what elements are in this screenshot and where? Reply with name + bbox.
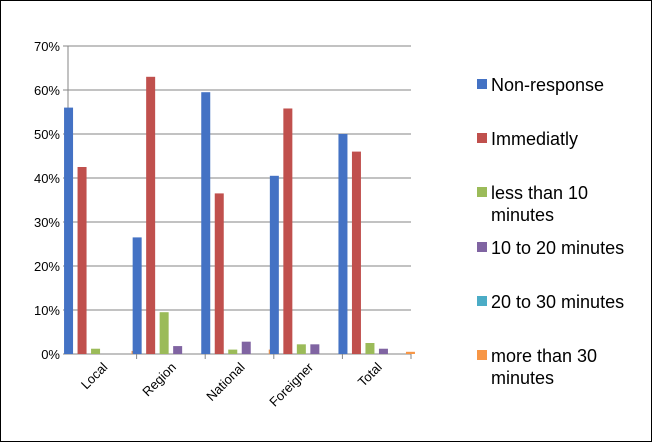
bar <box>159 312 169 354</box>
bar <box>296 344 306 354</box>
y-tick-label: 20% <box>34 259 60 274</box>
bar <box>378 348 388 354</box>
legend-swatch <box>477 350 487 360</box>
legend-swatch <box>477 133 487 143</box>
y-tick-label: 10% <box>34 303 60 318</box>
legend-swatch <box>477 79 487 89</box>
x-tick-label: Local <box>78 359 111 392</box>
legend-swatch <box>477 187 487 197</box>
y-tick-label: 50% <box>34 127 60 142</box>
legend-label: more than 30 minutes <box>491 346 598 388</box>
y-tick-label: 40% <box>34 171 60 186</box>
legend-swatch <box>477 296 487 306</box>
legend-entry: 10 to 20 minutes <box>477 237 647 259</box>
bar <box>241 341 251 354</box>
bar <box>64 107 74 354</box>
x-tick-label: Region <box>139 360 179 400</box>
bar <box>338 134 348 354</box>
legend-label: 10 to 20 minutes <box>491 238 625 258</box>
legend-entry: less than 10 minutes <box>477 182 647 226</box>
legend-entry: more than 30 minutes <box>477 345 647 389</box>
legend-entry: Non-response <box>477 74 647 96</box>
x-tick-label: Foreigner <box>266 359 316 409</box>
y-tick-label: 0% <box>41 347 60 362</box>
legend-swatch <box>477 242 487 252</box>
bar <box>269 175 279 354</box>
y-tick-label: 70% <box>34 39 60 54</box>
x-tick-label: Total <box>355 359 385 389</box>
bar <box>201 92 211 354</box>
legend-entry: Immediatly <box>477 128 647 150</box>
bar <box>365 343 375 354</box>
y-tick-label: 60% <box>34 83 60 98</box>
bar <box>77 167 87 354</box>
bar <box>214 193 224 354</box>
x-tick-label: National <box>203 359 247 403</box>
legend-label: less than 10 minutes <box>491 183 589 225</box>
bar <box>132 237 142 354</box>
bar <box>405 351 415 354</box>
bar <box>351 151 361 354</box>
bar <box>146 76 156 355</box>
bar <box>310 344 320 354</box>
bar <box>228 349 238 354</box>
legend-label: 20 to 30 minutes <box>491 292 625 312</box>
y-tick-label: 30% <box>34 215 60 230</box>
legend-label: Immediatly <box>491 129 579 149</box>
legend-label: Non-response <box>491 75 605 95</box>
bar <box>91 348 101 354</box>
bar <box>173 346 183 354</box>
bar <box>283 108 293 354</box>
legend-entry: 20 to 30 minutes <box>477 291 647 313</box>
